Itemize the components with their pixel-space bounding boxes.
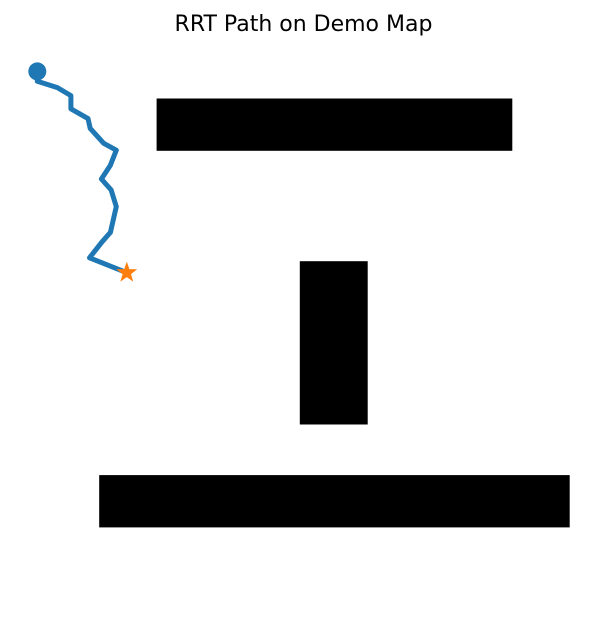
obstacle-bottom-bar (99, 475, 570, 528)
obstacle-top-bar (156, 98, 513, 151)
obstacles-layer (99, 98, 570, 528)
markers-layer (28, 62, 138, 282)
goal-marker (116, 261, 138, 282)
chart-title: RRT Path on Demo Map (174, 12, 433, 37)
path-layer (34, 71, 128, 276)
obstacle-center-column (299, 261, 368, 425)
start-marker (28, 62, 47, 81)
rrt-path-line (34, 71, 128, 276)
